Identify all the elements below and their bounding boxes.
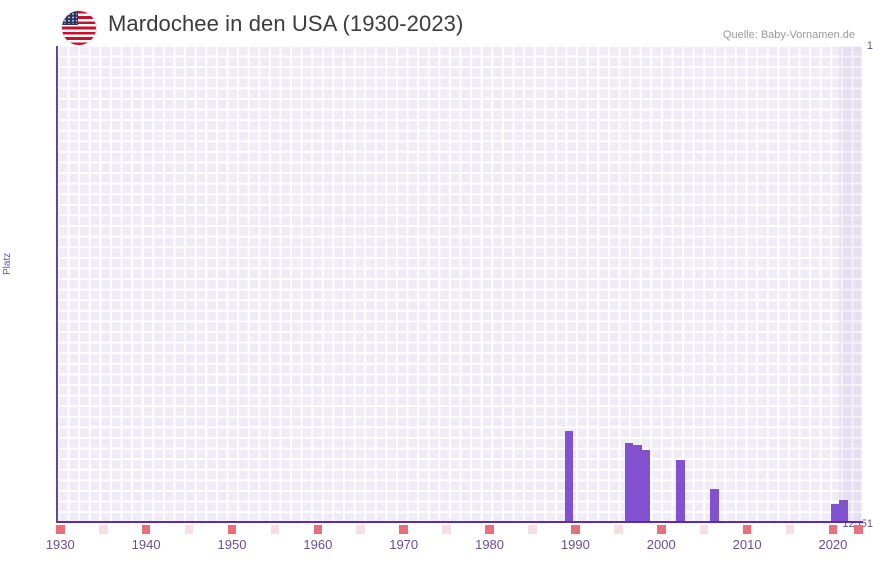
bar[interactable] bbox=[564, 431, 574, 521]
x-axis-tick-label: 1960 bbox=[303, 537, 333, 552]
chart-title: Mardochee in den USA (1930-2023) bbox=[108, 11, 464, 36]
x-axis-tickmark bbox=[442, 525, 451, 534]
x-axis-tick-label: 1980 bbox=[475, 537, 505, 552]
x-axis-tick-label: 1990 bbox=[560, 537, 590, 552]
x-axis-tickmark bbox=[699, 525, 709, 534]
x-axis-tickmark bbox=[313, 525, 323, 534]
x-axis-tickmark bbox=[56, 525, 65, 534]
x-axis-tickmark bbox=[184, 525, 194, 534]
plot-area bbox=[56, 46, 863, 523]
chart-source-label: Quelle: Baby-Vornamen.de bbox=[722, 29, 855, 41]
x-axis-tickmark bbox=[399, 525, 408, 534]
x-axis-tick-label: 2000 bbox=[646, 537, 676, 552]
x-axis-tickmark bbox=[227, 525, 237, 534]
x-axis-tickmark bbox=[98, 525, 108, 534]
x-axis-tickmark-strip bbox=[56, 525, 863, 534]
chart-header: Mardochee in den USA (1930-2023) Quelle:… bbox=[0, 0, 873, 46]
y-axis-tick-top: 1 bbox=[866, 40, 873, 52]
grid-lines bbox=[58, 46, 863, 521]
x-axis-tick-label: 1970 bbox=[389, 537, 419, 552]
us-flag-icon bbox=[62, 11, 96, 45]
x-axis-tickmark bbox=[828, 525, 838, 534]
x-axis-tickmark bbox=[614, 525, 623, 534]
bar[interactable] bbox=[710, 489, 720, 521]
projection-shade-region bbox=[839, 46, 861, 521]
bar[interactable] bbox=[641, 450, 651, 521]
x-axis-tickmark bbox=[528, 525, 537, 534]
flag-canton bbox=[62, 11, 78, 25]
x-axis-tickmark bbox=[571, 525, 580, 534]
x-axis-tickmark bbox=[270, 525, 280, 534]
x-axis-tickmark bbox=[141, 525, 151, 534]
x-axis-tickmark bbox=[742, 525, 752, 534]
bar[interactable] bbox=[633, 445, 642, 521]
x-axis-tick-label: 2020 bbox=[818, 537, 848, 552]
bar[interactable] bbox=[676, 460, 685, 521]
x-axis-tickmark bbox=[356, 525, 366, 534]
bar[interactable] bbox=[830, 504, 840, 521]
bar[interactable] bbox=[624, 443, 634, 521]
x-axis-tick-label: 1940 bbox=[131, 537, 161, 552]
x-axis-tickmark bbox=[656, 525, 666, 534]
x-axis-tick-label: 1930 bbox=[45, 537, 75, 552]
x-axis-tickmark-end bbox=[854, 525, 863, 534]
x-axis-tick-label: 2010 bbox=[732, 537, 762, 552]
y-axis-title: Platz bbox=[2, 252, 13, 275]
x-axis-tick-label: 1950 bbox=[217, 537, 247, 552]
bar[interactable] bbox=[839, 500, 848, 521]
x-axis-tickmark bbox=[785, 525, 795, 534]
x-axis-tickmark bbox=[485, 525, 494, 534]
